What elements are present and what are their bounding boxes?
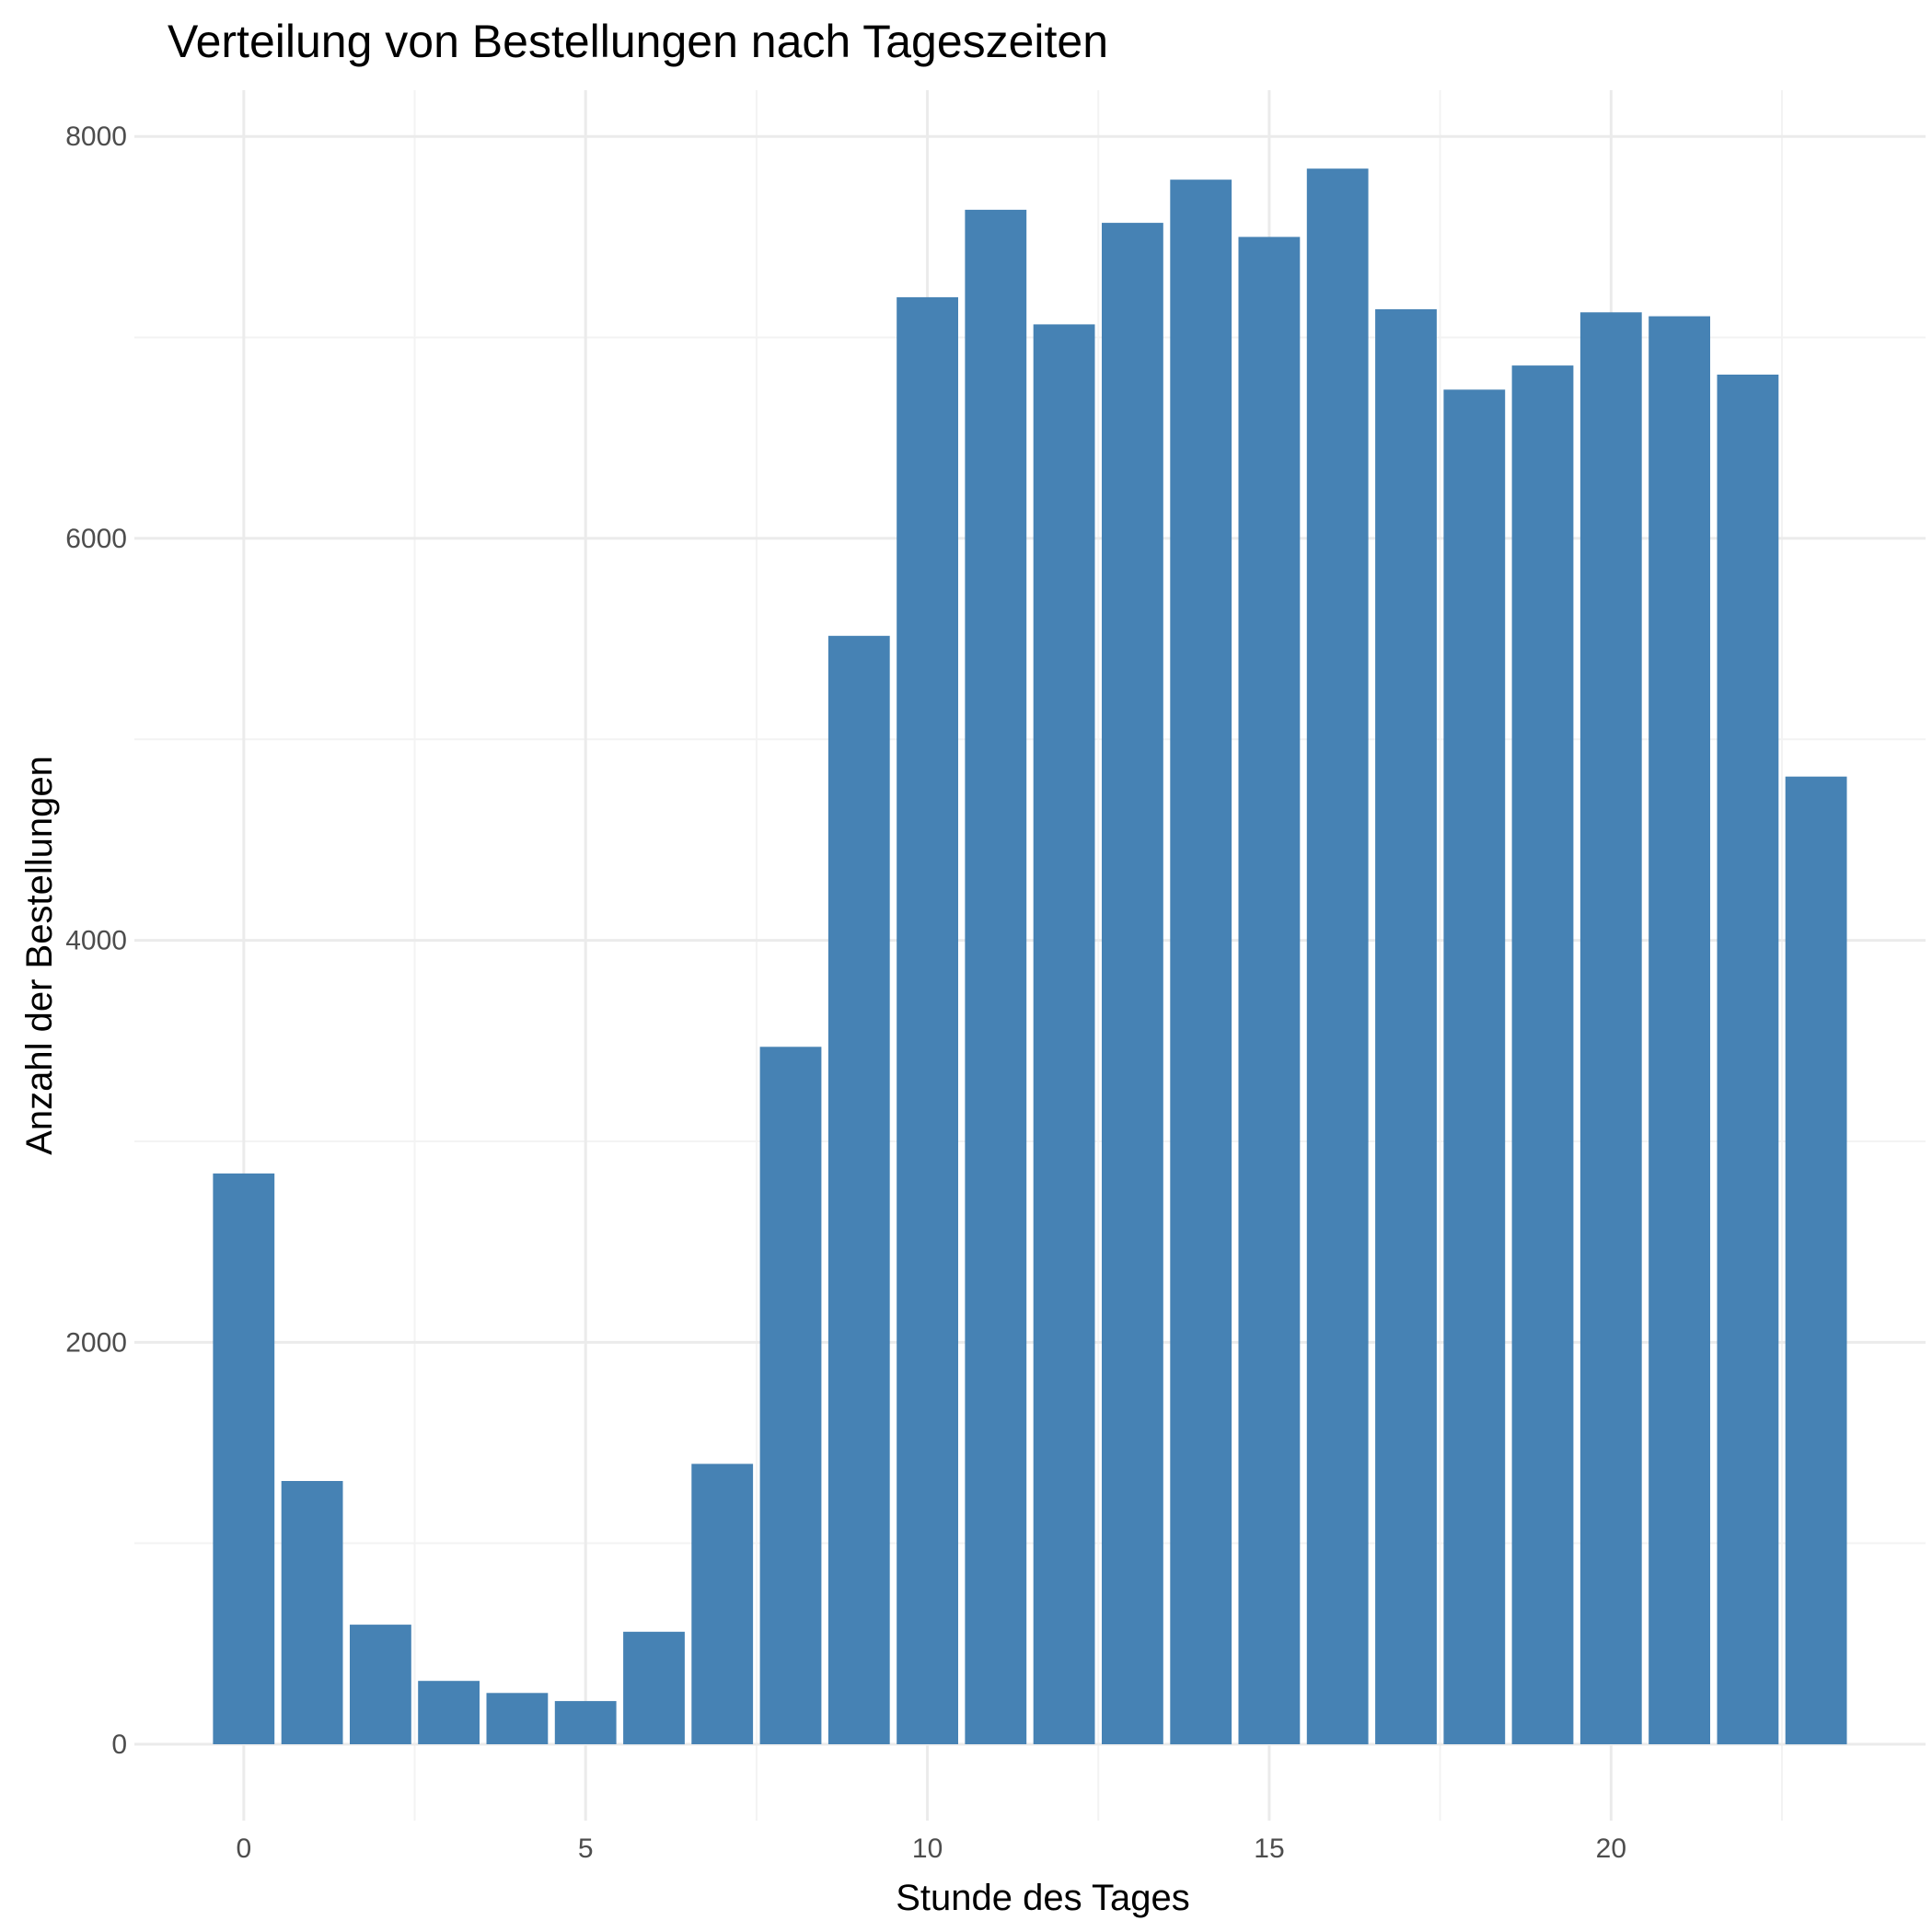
y-tick-label: 0 [111, 1730, 127, 1760]
bar-hour-13 [1102, 223, 1163, 1745]
bar-hour-15 [1238, 237, 1301, 1744]
bar-hour-18 [1443, 389, 1506, 1744]
y-axis-title: Anzahl der Bestellungen [19, 756, 60, 1155]
bar-hour-23 [1785, 776, 1847, 1745]
bar-hour-14 [1170, 179, 1232, 1745]
bar-hour-5 [554, 1701, 617, 1744]
bar-hour-0 [213, 1173, 275, 1744]
bar-hour-9 [827, 635, 890, 1744]
x-tick-label: 20 [1596, 1834, 1626, 1864]
x-tick-label: 15 [1254, 1834, 1284, 1864]
bar-hour-17 [1375, 309, 1437, 1744]
x-tick-label: 0 [236, 1834, 251, 1864]
y-tick-label: 4000 [65, 926, 127, 956]
chart-title: Verteilung von Bestellungen nach Tagesze… [168, 16, 1108, 67]
y-axis-ticks: 0 2000 4000 6000 8000 [65, 121, 127, 1760]
bar-hour-12 [1033, 324, 1095, 1744]
y-tick-label: 6000 [65, 524, 127, 554]
bar-hour-20 [1579, 312, 1642, 1744]
bar-hour-21 [1649, 316, 1710, 1745]
y-tick-label: 2000 [65, 1327, 127, 1358]
bar-hour-7 [691, 1463, 754, 1744]
x-tick-label: 5 [578, 1834, 594, 1864]
bar-hour-16 [1306, 168, 1369, 1745]
x-tick-label: 10 [912, 1834, 943, 1864]
bar-hour-2 [350, 1625, 411, 1744]
y-tick-label: 8000 [65, 121, 127, 152]
bar-hour-1 [281, 1481, 343, 1744]
bar-hour-19 [1511, 365, 1574, 1745]
bar-hour-3 [418, 1681, 480, 1744]
x-axis-title: Stunde des Tages [896, 1878, 1190, 1918]
bar-hour-6 [623, 1631, 685, 1745]
bar-hour-10 [897, 296, 958, 1744]
bar-hour-4 [486, 1693, 549, 1744]
bar-hour-8 [759, 1047, 822, 1744]
bar-hour-22 [1717, 375, 1779, 1745]
x-axis-ticks: 0 5 10 15 20 [236, 1834, 1626, 1864]
bars [213, 168, 1847, 1745]
bar-hour-11 [965, 209, 1027, 1744]
